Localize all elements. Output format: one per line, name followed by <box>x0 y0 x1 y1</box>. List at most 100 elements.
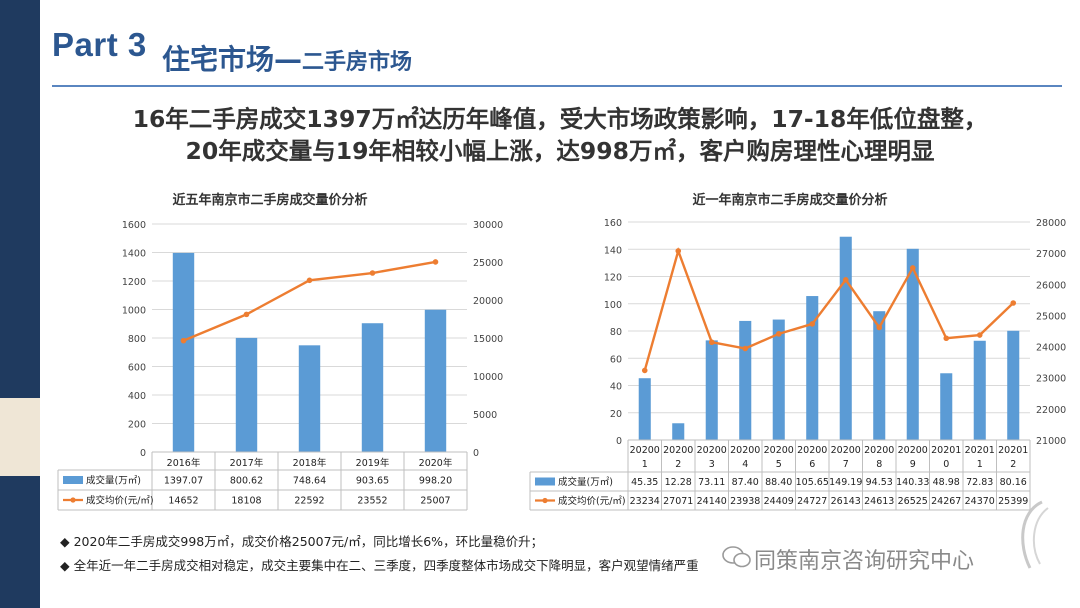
data-label: 24727 <box>797 496 827 507</box>
y2-tick-label: 28000 <box>1036 218 1066 229</box>
legend-label: 成交量(万㎡) <box>86 475 141 487</box>
data-label: 48.98 <box>933 477 960 488</box>
y2-tick-label: 20000 <box>473 296 503 307</box>
y-tick-label: 60 <box>610 354 622 365</box>
x-tick-label: 2019年 <box>356 457 390 469</box>
note-item-2: ◆ 全年近一年二手房成交相对稳定，成交主要集中在二、三季度，四季度整体市场成交下… <box>60 558 699 573</box>
bar <box>772 319 785 440</box>
part-label: Part 3 <box>52 26 147 63</box>
bar <box>638 378 651 440</box>
data-label: 27071 <box>663 496 693 507</box>
data-label: 12.28 <box>665 477 692 488</box>
notes-list: ◆ 2020年二手房成交998万㎡，成交价格25007元/㎡，同比增长6%，环比… <box>60 530 699 578</box>
line-point <box>842 277 849 283</box>
x-tick-label: 20200 <box>764 445 794 456</box>
x-tick-label: 0 <box>943 459 949 470</box>
left-accent-block <box>0 398 40 476</box>
x-tick-label: 20200 <box>697 445 727 456</box>
bar <box>298 345 321 452</box>
data-label: 24267 <box>931 496 961 507</box>
line-point <box>306 277 313 284</box>
y-tick-label: 40 <box>610 382 622 393</box>
data-label: 72.83 <box>966 477 993 488</box>
line-point <box>742 345 749 352</box>
bar <box>172 252 195 452</box>
section-title-main: 住宅市场— <box>162 43 303 76</box>
y-tick-label: 0 <box>616 436 622 447</box>
headline-line-1: 16年二手房成交1397万㎡达历年峰值，受大市场政策影响，17-18年低位盘整， <box>132 105 988 133</box>
chart-2-title: 近一年南京市二手房成交量价分析 <box>692 193 888 208</box>
x-tick-label: 20200 <box>730 445 760 456</box>
data-label: 1397.07 <box>164 476 203 487</box>
line-point <box>909 265 916 271</box>
bar <box>1007 330 1020 440</box>
x-tick-label: 20201 <box>931 445 961 456</box>
y2-tick-label: 21000 <box>1036 436 1066 447</box>
data-label: 14652 <box>168 496 198 507</box>
bar <box>235 337 258 452</box>
bar <box>672 423 685 440</box>
x-tick-label: 20201 <box>965 445 995 456</box>
x-tick-label: 2016年 <box>167 457 201 469</box>
y2-tick-label: 5000 <box>473 410 497 421</box>
data-label: 24409 <box>764 496 794 507</box>
y-tick-label: 400 <box>128 391 146 402</box>
bar <box>424 309 447 452</box>
y2-tick-label: 10000 <box>473 372 503 383</box>
x-tick-label: 2018年 <box>293 457 327 469</box>
data-label: 22592 <box>294 496 324 507</box>
x-tick-label: 2020年 <box>419 457 453 469</box>
y2-tick-label: 26000 <box>1036 280 1066 291</box>
data-label: 87.40 <box>732 477 759 488</box>
line-point <box>432 259 439 265</box>
y-tick-label: 140 <box>604 245 622 256</box>
x-tick-label: 6 <box>809 459 815 470</box>
data-label: 24370 <box>965 496 995 507</box>
x-tick-label: 2 <box>675 459 681 470</box>
data-label: 94.53 <box>866 477 893 488</box>
watermark-text: 同策南京咨询研究中心 <box>754 549 975 574</box>
data-label: 24613 <box>864 496 894 507</box>
legend-key-marker <box>70 497 76 503</box>
y-tick-label: 800 <box>128 334 146 345</box>
left-sidebar-bar <box>0 0 40 608</box>
line-point <box>641 367 648 374</box>
x-tick-label: 1 <box>977 459 983 470</box>
x-tick-label: 5 <box>776 459 782 470</box>
data-label: 73.11 <box>698 477 725 488</box>
y-tick-label: 160 <box>604 218 622 229</box>
data-label: 149.19 <box>829 477 862 488</box>
x-tick-label: 2 <box>1010 459 1016 470</box>
note-item-1: ◆ 2020年二手房成交998万㎡，成交价格25007元/㎡，同比增长6%，环比… <box>60 534 544 549</box>
x-tick-label: 2017年 <box>230 457 264 469</box>
x-tick-label: 20200 <box>831 445 861 456</box>
bar <box>839 236 852 440</box>
legend-label: 成交量(万㎡) <box>558 476 613 488</box>
y-tick-label: 1600 <box>122 220 146 231</box>
bar <box>973 340 986 440</box>
data-label: 23552 <box>357 496 387 507</box>
data-label: 23938 <box>730 496 760 507</box>
x-tick-label: 7 <box>843 459 849 470</box>
wechat-icon <box>722 546 751 568</box>
bar <box>940 373 953 440</box>
legend-key-marker <box>542 497 548 504</box>
bar <box>906 248 919 440</box>
data-label: 88.40 <box>765 477 792 488</box>
data-label: 25007 <box>420 496 450 507</box>
y2-tick-label: 25000 <box>473 258 503 269</box>
x-tick-label: 8 <box>876 459 882 470</box>
y-tick-label: 80 <box>610 327 622 338</box>
data-label: 24140 <box>697 496 727 507</box>
x-tick-label: 20200 <box>630 445 660 456</box>
x-tick-label: 3 <box>709 459 715 470</box>
y-tick-label: 20 <box>610 409 622 420</box>
data-label: 45.35 <box>631 477 658 488</box>
data-label: 23234 <box>630 496 660 507</box>
legend-key-bar <box>63 476 83 484</box>
y-tick-label: 1200 <box>122 277 146 288</box>
line-point <box>243 311 250 318</box>
data-label: 80.16 <box>1000 477 1027 488</box>
